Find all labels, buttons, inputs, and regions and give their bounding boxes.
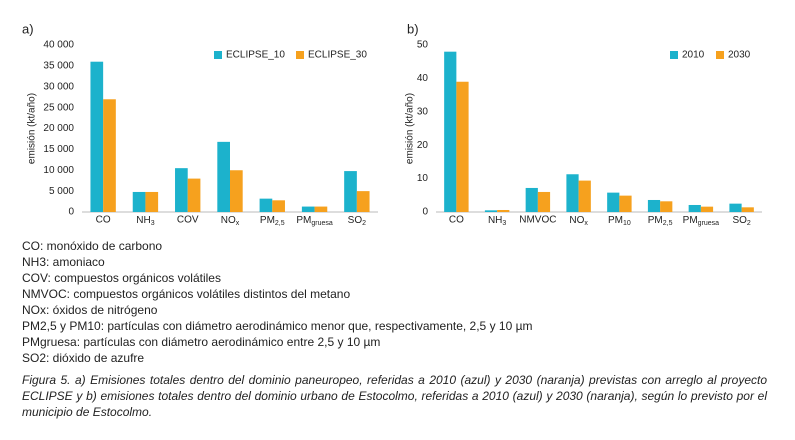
- x-tick-label: PM2,5: [260, 215, 285, 227]
- bar: [497, 209, 510, 212]
- y-tick-label: 50: [417, 40, 429, 51]
- x-tick-label: CO: [96, 215, 111, 226]
- note: PMgruesa: partículas con diámetro aerodi…: [22, 335, 381, 349]
- bar: [132, 191, 146, 212]
- y-tick-label: 20 000: [43, 123, 74, 134]
- bar: [217, 141, 230, 212]
- bar: [145, 191, 159, 212]
- bar: [272, 200, 285, 212]
- bar: [484, 210, 498, 212]
- bar: [729, 203, 742, 212]
- bar: [314, 206, 328, 212]
- note: NH3: amoniaco: [22, 255, 105, 269]
- bar: [103, 99, 116, 212]
- notes: CO: monóxido de carbono NH3: amoniaco COV:…: [22, 238, 533, 366]
- x-tick-label: NH3: [488, 215, 506, 227]
- x-tick-label: SO2: [732, 215, 750, 227]
- bar: [444, 51, 457, 213]
- bar: [456, 81, 469, 213]
- legend-label: 2030: [728, 50, 751, 61]
- panel-label: b): [407, 21, 419, 36]
- bar: [688, 204, 701, 212]
- y-tick-label: 30: [417, 106, 429, 117]
- legend-swatch: [716, 51, 724, 59]
- note: PM2,5 y PM10: partículas con diámetro ae…: [22, 319, 533, 333]
- bar: [647, 199, 661, 212]
- legend-swatch: [670, 51, 678, 59]
- bar: [356, 191, 370, 212]
- y-tick-label: 10 000: [43, 165, 74, 176]
- bar: [537, 191, 551, 212]
- bar: [175, 168, 188, 212]
- bar: [566, 174, 579, 212]
- y-tick-label: 0: [68, 207, 74, 218]
- x-tick-label: PMgruesa: [296, 215, 333, 227]
- bar: [660, 201, 673, 212]
- y-tick-label: 35 000: [43, 61, 74, 72]
- x-tick-label: PMgruesa: [683, 215, 720, 227]
- bar: [301, 206, 315, 212]
- bar: [578, 180, 591, 212]
- y-tick-label: 25 000: [43, 102, 74, 113]
- y-tick-label: 5 000: [49, 186, 74, 197]
- note: COV: compuestos orgánicos volátiles: [22, 271, 221, 285]
- note: NOx: óxidos de nitrógeno: [22, 303, 158, 317]
- y-tick-label: 30 000: [43, 81, 74, 92]
- note: SO2: dióxido de azufre: [22, 351, 145, 365]
- bar: [230, 170, 243, 212]
- legend-label: ECLIPSE_10: [226, 50, 285, 61]
- x-tick-label: NOx: [221, 215, 240, 227]
- bar: [700, 206, 714, 212]
- legend-swatch: [296, 51, 304, 59]
- bar: [90, 61, 104, 213]
- y-tick-label: 40: [417, 73, 429, 84]
- bar: [259, 198, 273, 212]
- y-tick-label: 10: [417, 173, 429, 184]
- legend-swatch: [214, 51, 222, 59]
- x-tick-label: NMVOC: [519, 215, 556, 226]
- panel-label: a): [22, 21, 34, 36]
- x-tick-label: NOx: [569, 215, 588, 227]
- legend-label: ECLIPSE_30: [308, 50, 367, 61]
- bar: [741, 207, 754, 212]
- legend-label: 2010: [682, 50, 705, 61]
- charts: a) emisión (kt/año) 0 5 000 10 000 15 000 20 0…: [22, 21, 762, 227]
- y-axis-label: emisión (kt/año): [405, 93, 416, 164]
- x-tick-label: PM2,5: [648, 215, 673, 227]
- y-tick-label: 40 000: [43, 40, 74, 51]
- y-axis-label: emisión (kt/año): [27, 93, 38, 164]
- bar: [187, 178, 201, 212]
- bar: [525, 187, 538, 212]
- bar: [344, 171, 357, 212]
- x-tick-label: CO: [449, 215, 464, 226]
- y-tick-label: 0: [422, 207, 428, 218]
- bar: [607, 192, 620, 212]
- caption: Figura 5. a) Emisiones totales dentro de…: [22, 373, 767, 419]
- y-tick-label: 15 000: [43, 144, 74, 155]
- x-tick-label: PM10: [608, 215, 631, 227]
- x-tick-label: NH3: [136, 215, 154, 227]
- bar: [619, 195, 632, 212]
- x-tick-label: COV: [177, 215, 199, 226]
- y-tick-label: 20: [417, 140, 429, 151]
- note: NMVOC: compuestos orgánicos volátiles di…: [22, 287, 351, 301]
- note: CO: monóxido de carbono: [22, 239, 163, 253]
- x-tick-label: SO2: [348, 215, 366, 227]
